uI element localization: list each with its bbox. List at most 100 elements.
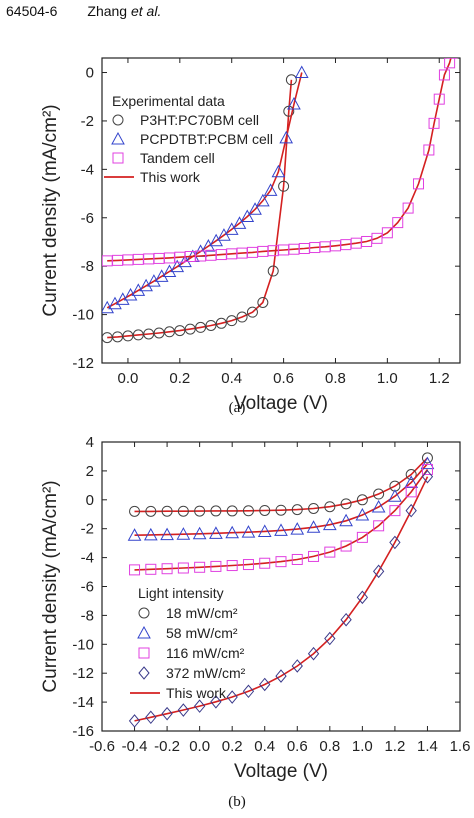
legend-marker — [137, 625, 151, 639]
data-point — [339, 513, 353, 527]
y-tick-label: -6 — [81, 579, 94, 596]
data-point — [340, 612, 352, 627]
y-tick-label: -12 — [72, 355, 94, 372]
caption-a: (a) — [228, 400, 246, 416]
legend-title: Experimental data — [112, 93, 225, 109]
data-point — [147, 274, 161, 287]
data-point — [402, 202, 414, 214]
legend-entry: 58 mW/cm² — [166, 625, 238, 641]
data-point — [177, 562, 189, 574]
data-point — [373, 488, 385, 500]
data-point — [291, 659, 303, 673]
series-3 — [128, 469, 434, 728]
x-tick-label: 0.4 — [254, 738, 275, 755]
y-tick-label: -6 — [81, 210, 94, 227]
data-point — [340, 540, 352, 552]
y-tick-label: 4 — [86, 434, 94, 451]
data-point — [210, 695, 222, 709]
plot-area — [102, 58, 458, 344]
series-1 — [127, 456, 435, 541]
data-point — [371, 499, 386, 513]
legend-marker — [138, 647, 150, 659]
data-point — [195, 321, 207, 333]
y-axis-label: Current density (mA/cm²) — [40, 104, 61, 316]
data-point — [209, 526, 223, 539]
data-point — [194, 561, 206, 573]
page-header: 64504-6 Zhang et al. — [6, 3, 161, 19]
legend-entry: Tandem cell — [140, 150, 215, 166]
data-point — [176, 527, 191, 540]
series-1 — [102, 65, 309, 314]
x-tick-label: 0.8 — [319, 738, 340, 755]
data-point — [194, 505, 206, 517]
data-point — [275, 669, 287, 683]
legend-entry: This work — [166, 685, 227, 701]
legend-entry: P3HT:PC70BM cell — [140, 112, 259, 128]
data-point — [340, 498, 352, 510]
data-point — [420, 456, 435, 470]
x-tick-label: 1.2 — [429, 370, 450, 387]
data-point — [145, 710, 157, 725]
data-point — [129, 505, 141, 517]
data-point — [162, 264, 177, 277]
x-tick-label: 0.2 — [169, 370, 190, 387]
legend-marker — [112, 152, 124, 164]
legend-marker — [111, 131, 125, 145]
data-point — [423, 144, 435, 156]
data-point — [324, 631, 336, 646]
data-point — [404, 475, 419, 488]
series-2 — [129, 463, 433, 576]
data-point — [160, 527, 174, 541]
data-point — [421, 452, 433, 464]
data-point — [128, 714, 141, 728]
legend-marker — [112, 114, 124, 126]
x-tick-label: 0.2 — [222, 738, 243, 755]
legend-entry: 18 mW/cm² — [166, 605, 238, 621]
y-tick-label: -12 — [72, 665, 94, 682]
x-tick-label: 0.6 — [273, 370, 294, 387]
y-axis-label: Current density (mA/cm²) — [40, 480, 61, 692]
x-tick-label: 1.6 — [450, 738, 471, 755]
data-point — [412, 178, 424, 190]
x-tick-label: 1.4 — [417, 738, 438, 755]
y-tick-label: -8 — [81, 607, 94, 624]
data-point — [154, 269, 169, 282]
data-point — [446, 58, 458, 59]
x-tick-label: -0.2 — [154, 738, 180, 755]
data-point — [257, 524, 272, 537]
data-point — [236, 311, 248, 323]
data-point — [131, 283, 146, 296]
chart-a: 0.0 0.2 0.4 0.6 0.8 1.0 1.2 0 -2 -4 -6 -8 -10 -12 Volt… — [40, 57, 461, 414]
data-point — [242, 505, 254, 517]
author-etal: et al. — [130, 3, 162, 19]
data-point — [224, 222, 239, 235]
data-point — [241, 525, 256, 538]
data-point — [283, 105, 295, 117]
data-point — [291, 553, 303, 565]
data-point — [225, 525, 240, 539]
data-point — [405, 469, 417, 481]
data-point — [356, 531, 368, 543]
x-tick-label: 1.0 — [377, 370, 398, 387]
data-point — [145, 563, 157, 575]
data-point — [389, 505, 401, 517]
x-axis-label: Voltage (V) — [234, 393, 328, 414]
data-point — [259, 677, 271, 692]
data-point — [290, 522, 305, 535]
data-point — [129, 564, 141, 576]
data-point — [226, 690, 238, 704]
data-point — [306, 520, 321, 533]
data-point — [287, 96, 301, 110]
data-point — [285, 74, 297, 86]
legend-marker — [138, 666, 150, 680]
data-point — [271, 164, 286, 178]
data-point — [438, 69, 450, 81]
x-tick-label: 0.6 — [287, 738, 308, 755]
x-tick-label: 0.0 — [189, 738, 210, 755]
data-point — [210, 560, 222, 572]
fit-line — [134, 476, 429, 722]
data-point — [242, 559, 254, 571]
data-point — [163, 326, 175, 338]
plot-frame — [101, 57, 461, 364]
caption-b: (b) — [228, 794, 246, 810]
